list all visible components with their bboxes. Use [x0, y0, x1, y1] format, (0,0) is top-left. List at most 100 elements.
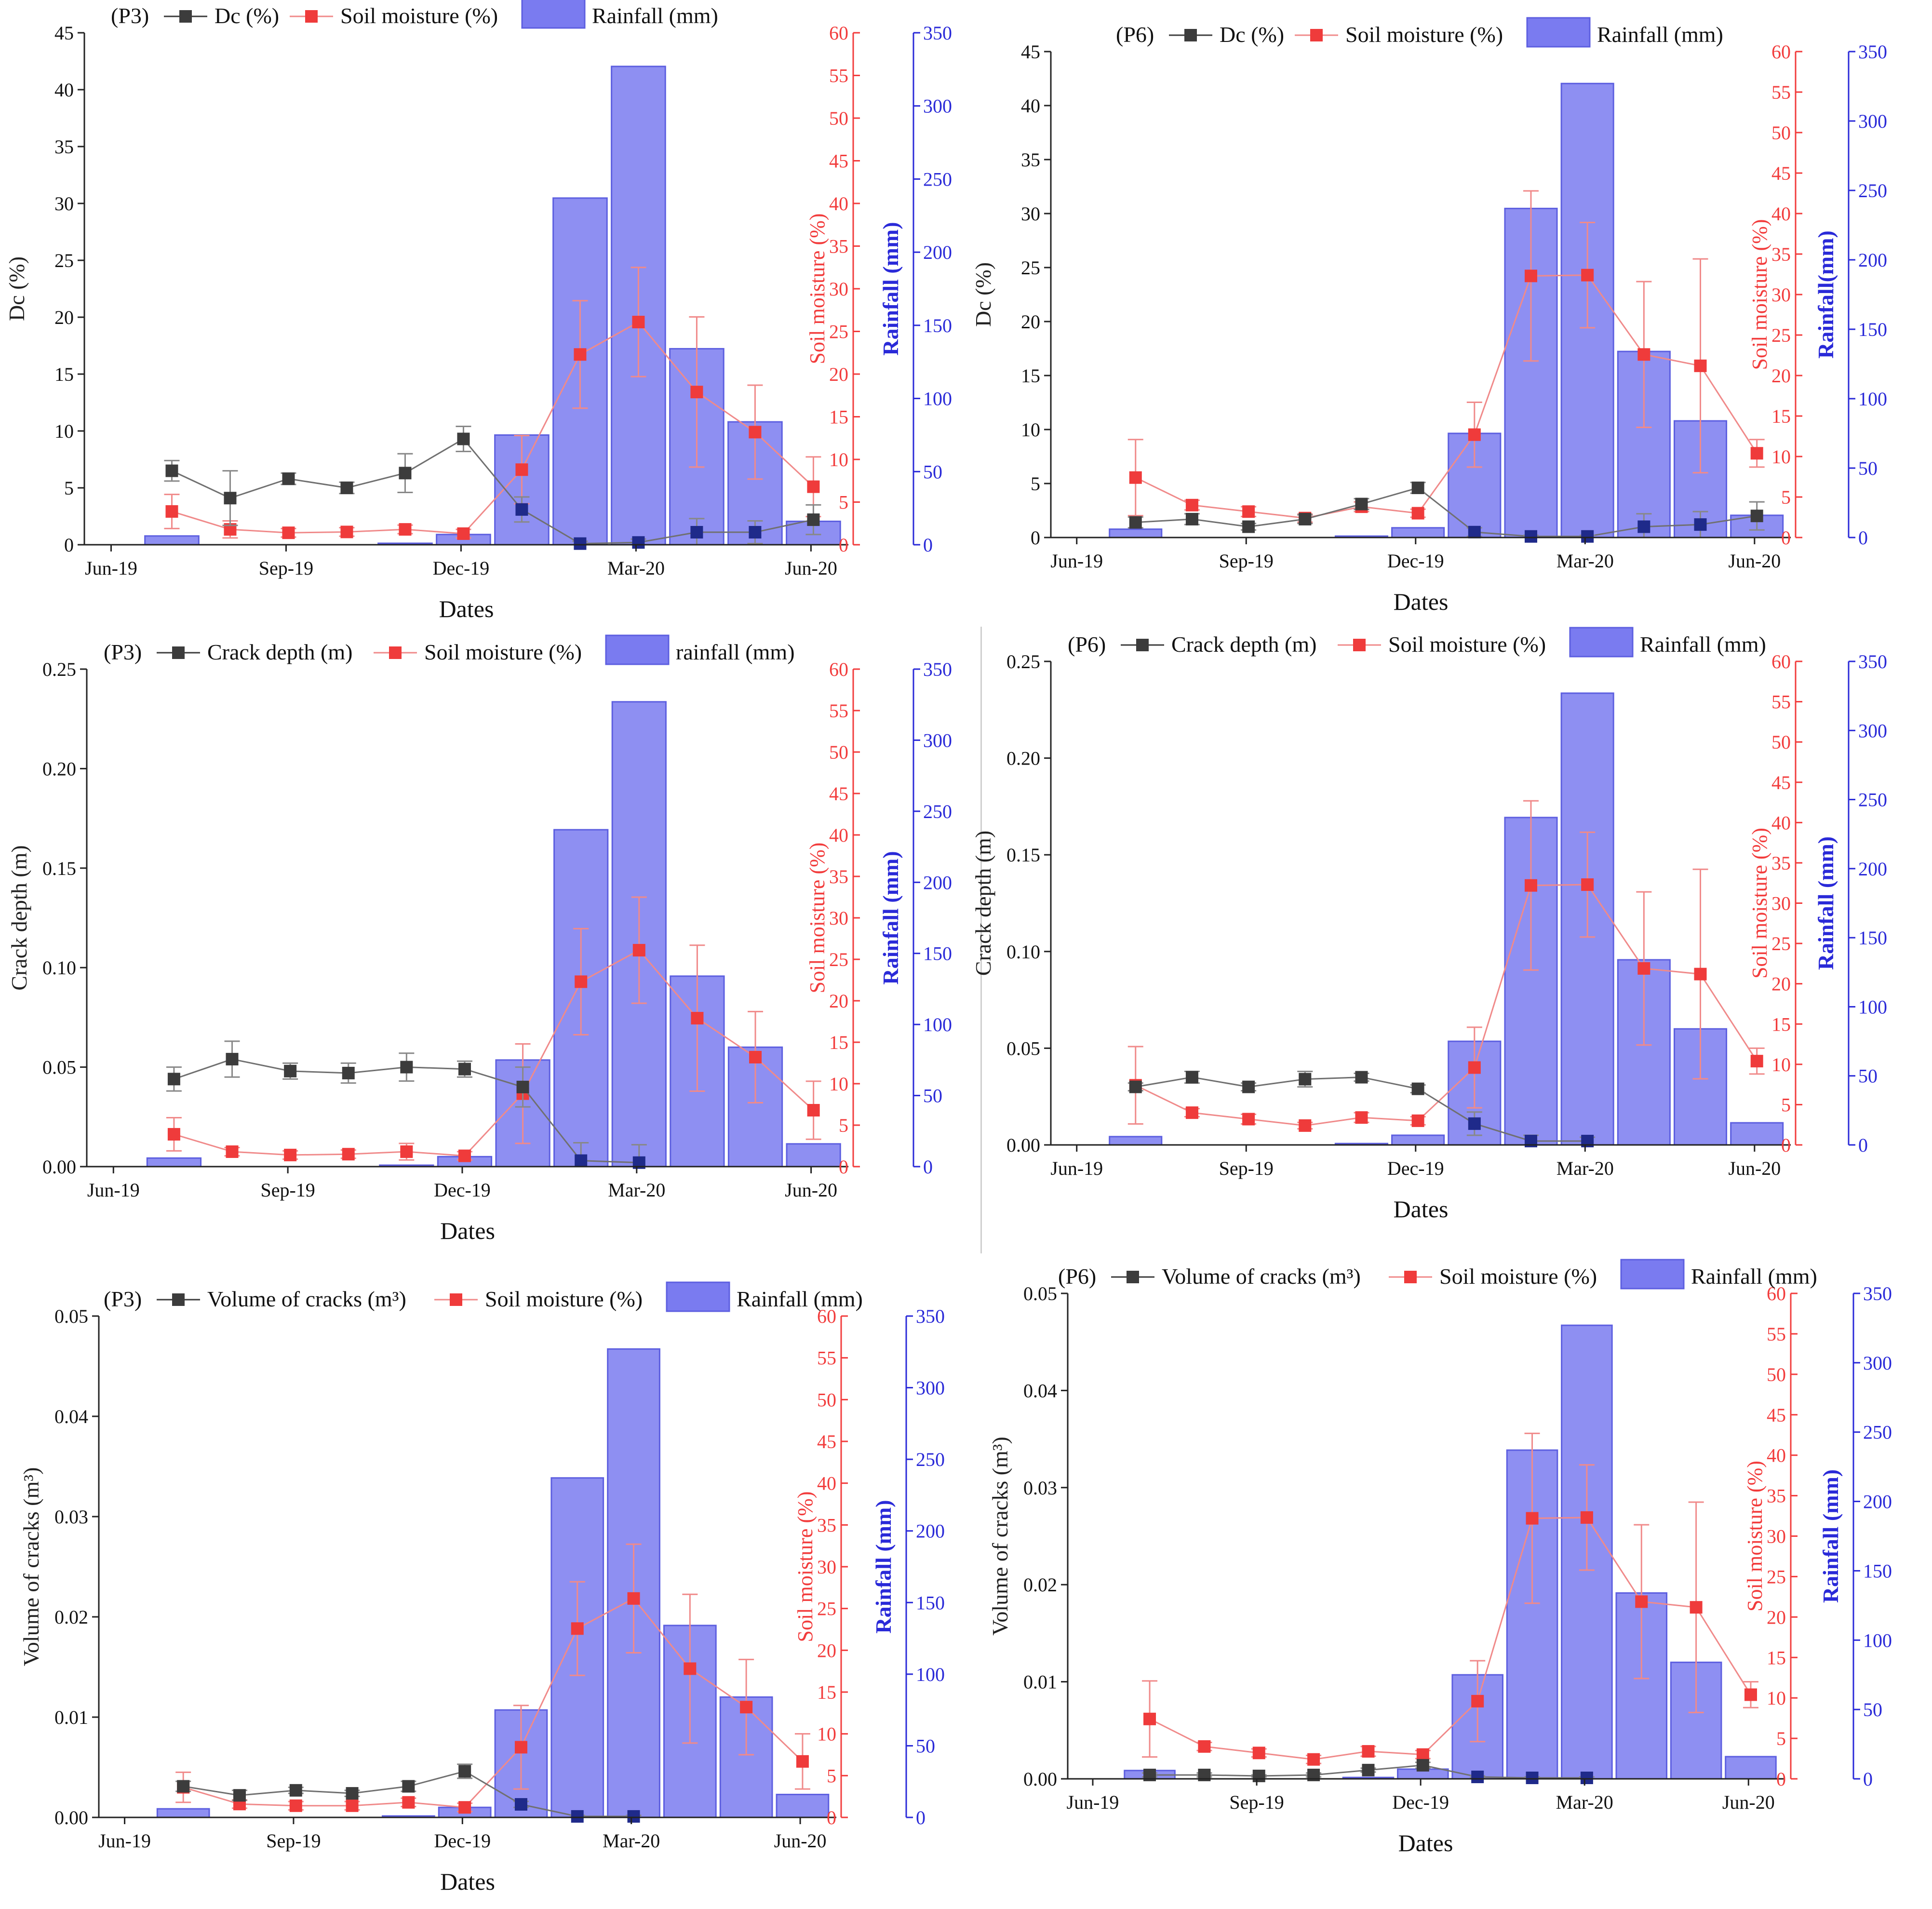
metric-point — [1581, 530, 1594, 543]
moisture-tick-label: 25 — [1767, 1566, 1786, 1587]
x-tick-label: Dec-19 — [434, 1830, 491, 1852]
x-tick-label: Mar-20 — [607, 557, 665, 579]
moisture-tick-label: 25 — [829, 949, 848, 970]
rainfall-tick-label: 300 — [1858, 720, 1887, 741]
metric-point — [516, 1080, 529, 1093]
x-tick-label: Mar-20 — [608, 1179, 665, 1201]
metric-point — [1750, 510, 1763, 523]
legend-metric-label: Crack depth (m) — [207, 640, 352, 664]
moisture-tick-label: 0 — [1776, 1768, 1786, 1790]
soil-moisture-point — [1411, 1114, 1424, 1127]
moisture-tick-label: 55 — [1771, 691, 1791, 713]
metric-point — [1355, 497, 1368, 511]
moisture-tick-label: 0 — [1781, 527, 1791, 549]
soil-moisture-point — [749, 426, 762, 439]
x-tick-label: Sep-19 — [266, 1830, 321, 1852]
rainfall-bar — [156, 1808, 210, 1818]
moisture-tick-label: 50 — [829, 741, 848, 763]
soil-moisture-point — [1143, 1712, 1156, 1725]
left-tick-label: 0.15 — [1006, 844, 1040, 866]
rainfall-tick-label: 100 — [1858, 996, 1887, 1018]
rainfall-tick-label: 250 — [916, 1449, 945, 1470]
panel-tag: (P3) — [104, 640, 142, 664]
panel-divider-vertical — [980, 627, 982, 1253]
panel-tag: (P6) — [1058, 1264, 1096, 1289]
left-tick-label: 0 — [1031, 527, 1040, 549]
soil-moisture-point — [1750, 1055, 1763, 1068]
left-tick-label: 35 — [1021, 149, 1040, 171]
moisture-tick-label: 25 — [1771, 324, 1791, 346]
moisture-tick-label: 30 — [1771, 284, 1791, 306]
left-axis-title: Crack depth (m) — [971, 831, 995, 976]
soil-moisture-point — [284, 1148, 297, 1161]
soil-moisture-point — [458, 1801, 471, 1814]
rainfall-bar — [786, 1143, 841, 1168]
metric-point — [575, 1154, 588, 1167]
left-tick-label: 0.04 — [54, 1406, 88, 1427]
metric-point — [1411, 1082, 1424, 1095]
rainfall-tick-label: 100 — [1858, 388, 1887, 410]
rainfall-axis-title: Rainfall (mm) — [878, 851, 903, 984]
left-tick-label: 40 — [54, 79, 74, 101]
soil-moisture-point — [1471, 1694, 1484, 1707]
left-tick-label: 0.10 — [42, 957, 76, 979]
metric-point — [400, 1061, 413, 1074]
metric-point — [749, 526, 762, 539]
soil-moisture-point — [399, 523, 412, 536]
rainfall-tick-label: 150 — [916, 1592, 945, 1613]
metric-point — [1694, 518, 1707, 531]
soil-moisture-point — [346, 1799, 359, 1812]
legend-rainfall-label: rainfall (mm) — [676, 640, 795, 664]
soil-moisture-point — [1581, 269, 1594, 282]
metric-point — [514, 1798, 527, 1811]
legend-metric-marker — [172, 1293, 185, 1306]
left-tick-label: 20 — [1021, 311, 1040, 333]
moisture-tick-label: 35 — [817, 1514, 836, 1536]
rainfall-tick-label: 250 — [1858, 789, 1887, 811]
soil-moisture-point — [571, 1622, 584, 1635]
metric-point — [399, 467, 412, 480]
soil-moisture-point — [1299, 1119, 1312, 1132]
legend-moisture-label: Soil moisture (%) — [1439, 1264, 1597, 1289]
panel-tag: (P3) — [111, 3, 149, 28]
chart-panel-3: 0.00 0.05 0.10 0.15 0.20 0.25 Jun-19 Sep-19 Dec-… — [7, 634, 952, 1244]
rainfall-tick-label: 250 — [1863, 1422, 1892, 1443]
moisture-tick-label: 5 — [839, 1115, 848, 1136]
metric-point — [1252, 1769, 1265, 1782]
rainfall-tick-label: 350 — [1863, 1283, 1892, 1304]
moisture-tick-label: 30 — [1771, 893, 1791, 914]
legend-moisture-marker — [1404, 1271, 1417, 1283]
legend-rainfall-label: Rainfall (mm) — [1640, 632, 1766, 657]
moisture-tick-label: 50 — [1771, 122, 1791, 144]
metric-point — [1416, 1759, 1429, 1772]
x-tick-label: Dec-19 — [1387, 550, 1444, 572]
soil-moisture-point — [402, 1796, 415, 1809]
left-tick-label: 45 — [1021, 41, 1040, 63]
moisture-tick-label: 35 — [829, 866, 848, 887]
rainfall-tick-label: 300 — [923, 95, 952, 117]
soil-moisture-point — [1468, 1061, 1481, 1074]
x-tick-label: Jun-20 — [774, 1830, 827, 1852]
moisture-tick-label: 20 — [829, 363, 848, 385]
moisture-tick-label: 0 — [839, 534, 848, 556]
rainfall-tick-label: 150 — [923, 943, 952, 965]
moisture-tick-label: 5 — [1781, 1094, 1791, 1116]
rainfall-tick-label: 50 — [923, 1085, 942, 1107]
legend-moisture-label: Soil moisture (%) — [424, 640, 582, 664]
rainfall-bar — [1391, 527, 1445, 538]
rainfall-tick-label: 150 — [1858, 927, 1887, 949]
metric-point — [1637, 520, 1650, 533]
soil-moisture-point — [289, 1799, 302, 1812]
moisture-axis-title: Soil moisture (%) — [793, 1492, 817, 1642]
moisture-axis-title: Soil moisture (%) — [1748, 828, 1771, 979]
legend-moisture-marker — [305, 10, 318, 23]
rainfall-axis-title: Rainfall (mm) — [1813, 836, 1838, 970]
moisture-tick-label: 20 — [1767, 1606, 1786, 1628]
rainfall-tick-label: 100 — [916, 1664, 945, 1685]
x-tick-label: Dec-19 — [1387, 1157, 1444, 1179]
moisture-tick-label: 15 — [829, 406, 848, 428]
moisture-tick-label: 40 — [829, 193, 848, 215]
moisture-tick-label: 10 — [829, 449, 848, 471]
rainfall-tick-label: 300 — [916, 1377, 945, 1399]
soil-moisture-line — [183, 1597, 803, 1808]
